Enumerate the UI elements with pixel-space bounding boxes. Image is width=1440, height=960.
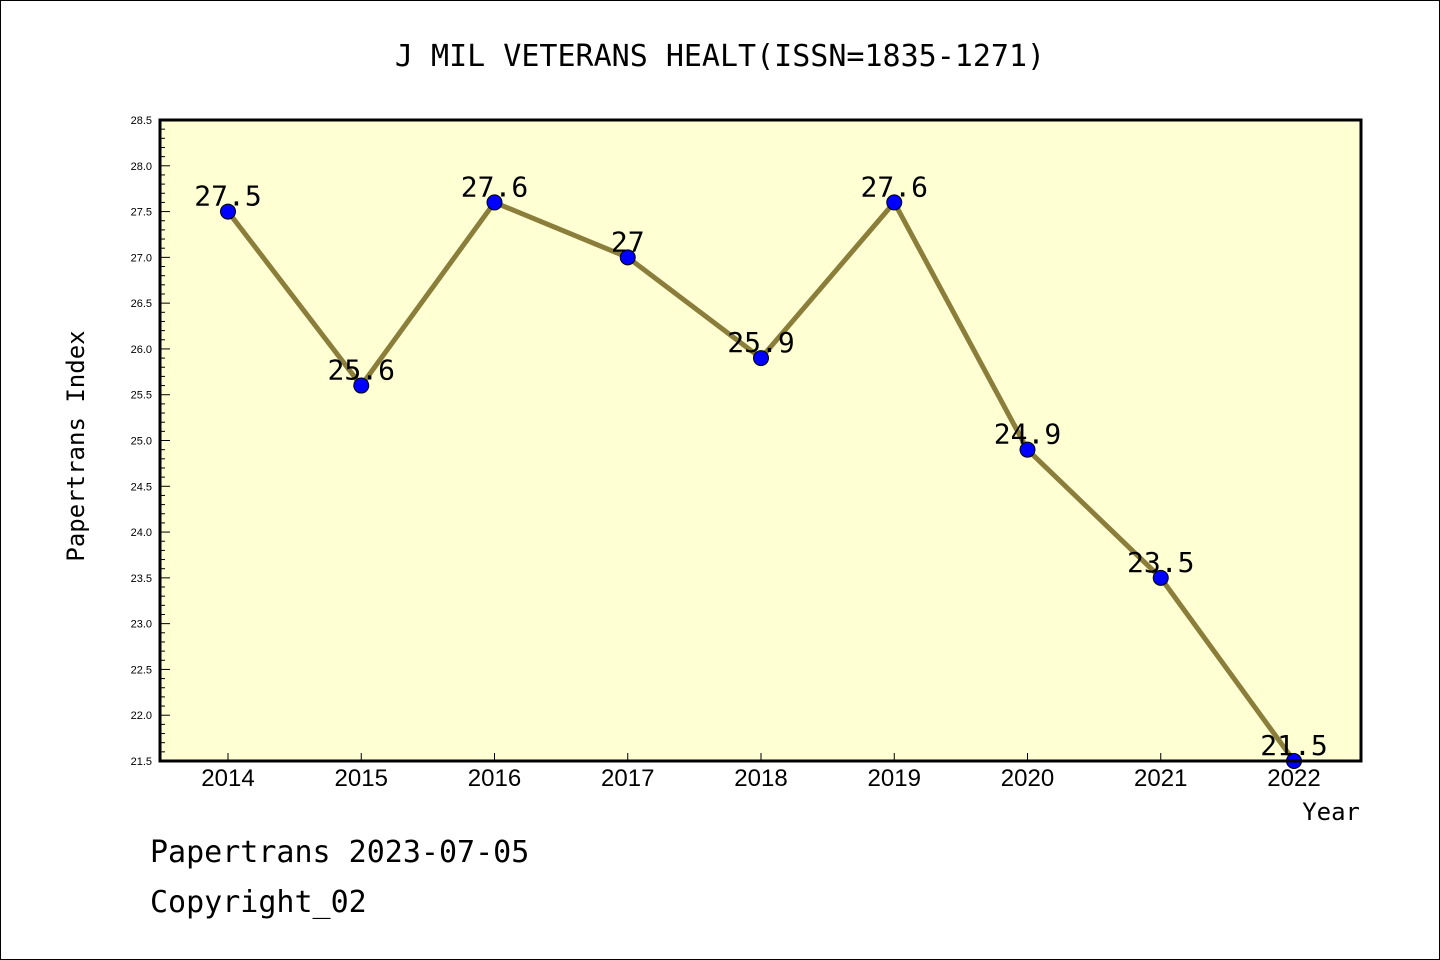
y-tick-label: 25.5 bbox=[131, 390, 152, 402]
y-tick-label: 22.0 bbox=[131, 710, 152, 722]
y-tick-label: 23.0 bbox=[131, 619, 152, 631]
y-tick-label: 28.5 bbox=[131, 115, 152, 127]
y-tick-label: 27.0 bbox=[131, 252, 152, 264]
data-point bbox=[753, 350, 769, 367]
y-axis-label: Papertrans Index bbox=[62, 330, 90, 561]
x-tick-label: 2016 bbox=[468, 765, 521, 792]
chart-title: J MIL VETERANS HEALT(ISSN=1835-1271) bbox=[395, 39, 1045, 74]
y-tick-label: 25.0 bbox=[131, 436, 152, 448]
y-tick-label: 24.0 bbox=[131, 527, 152, 539]
x-tick-label: 2018 bbox=[734, 765, 787, 792]
data-label: 23.5 bbox=[1127, 546, 1194, 579]
data-point bbox=[486, 194, 503, 211]
data-point bbox=[220, 203, 236, 220]
data-label: 27 bbox=[611, 225, 645, 258]
x-tick-label: 2015 bbox=[335, 765, 388, 792]
data-point bbox=[886, 194, 903, 211]
data-label: 25.6 bbox=[328, 354, 395, 387]
data-labels: 27.5 25.6 27.6 27 25.9 27.6 24.9 23.5 21.5 bbox=[194, 170, 1327, 762]
footer-date: Papertrans 2023-07-05 bbox=[150, 835, 530, 870]
data-label: 27.6 bbox=[861, 170, 928, 203]
y-tick-label: 22.5 bbox=[131, 664, 152, 676]
y-tick-label: 26.0 bbox=[131, 344, 152, 356]
x-axis-label: Year bbox=[1302, 798, 1360, 826]
x-tick-label: 2021 bbox=[1134, 765, 1187, 792]
plot-area bbox=[160, 120, 1361, 761]
x-tick-label: 2014 bbox=[201, 765, 254, 792]
x-tick-label: 2020 bbox=[1001, 765, 1054, 792]
data-label: 25.9 bbox=[727, 326, 794, 359]
x-tick-label: 2022 bbox=[1267, 765, 1320, 792]
plot-border bbox=[158, 118, 1363, 763]
y-tick-label: 21.5 bbox=[131, 756, 152, 768]
y-tick-label: 27.5 bbox=[131, 207, 152, 219]
data-label: 24.9 bbox=[994, 418, 1061, 451]
x-tick-label: 2019 bbox=[868, 765, 921, 792]
footer-copyright: Copyright_02 bbox=[150, 885, 367, 920]
data-label: 27.5 bbox=[194, 180, 261, 213]
y-axis-tick-labels: 21.5 22.0 22.5 23.0 23.5 24.0 24.5 25.0 25.5 26.0… bbox=[131, 115, 152, 768]
y-tick-label: 26.5 bbox=[131, 298, 152, 310]
data-label: 21.5 bbox=[1260, 729, 1327, 762]
y-tick-label: 24.5 bbox=[131, 481, 152, 493]
data-point bbox=[1019, 441, 1036, 458]
x-tick-label: 2017 bbox=[601, 765, 654, 792]
data-label: 27.6 bbox=[461, 170, 528, 203]
y-tick-label: 23.5 bbox=[131, 573, 152, 585]
x-axis-tick-labels: 2014 2015 2016 2017 2018 2019 2020 2021 2022 bbox=[201, 765, 1320, 792]
data-point bbox=[619, 249, 636, 266]
data-point bbox=[1152, 569, 1169, 586]
data-point bbox=[353, 377, 370, 394]
y-tick-label: 28.0 bbox=[131, 161, 152, 173]
